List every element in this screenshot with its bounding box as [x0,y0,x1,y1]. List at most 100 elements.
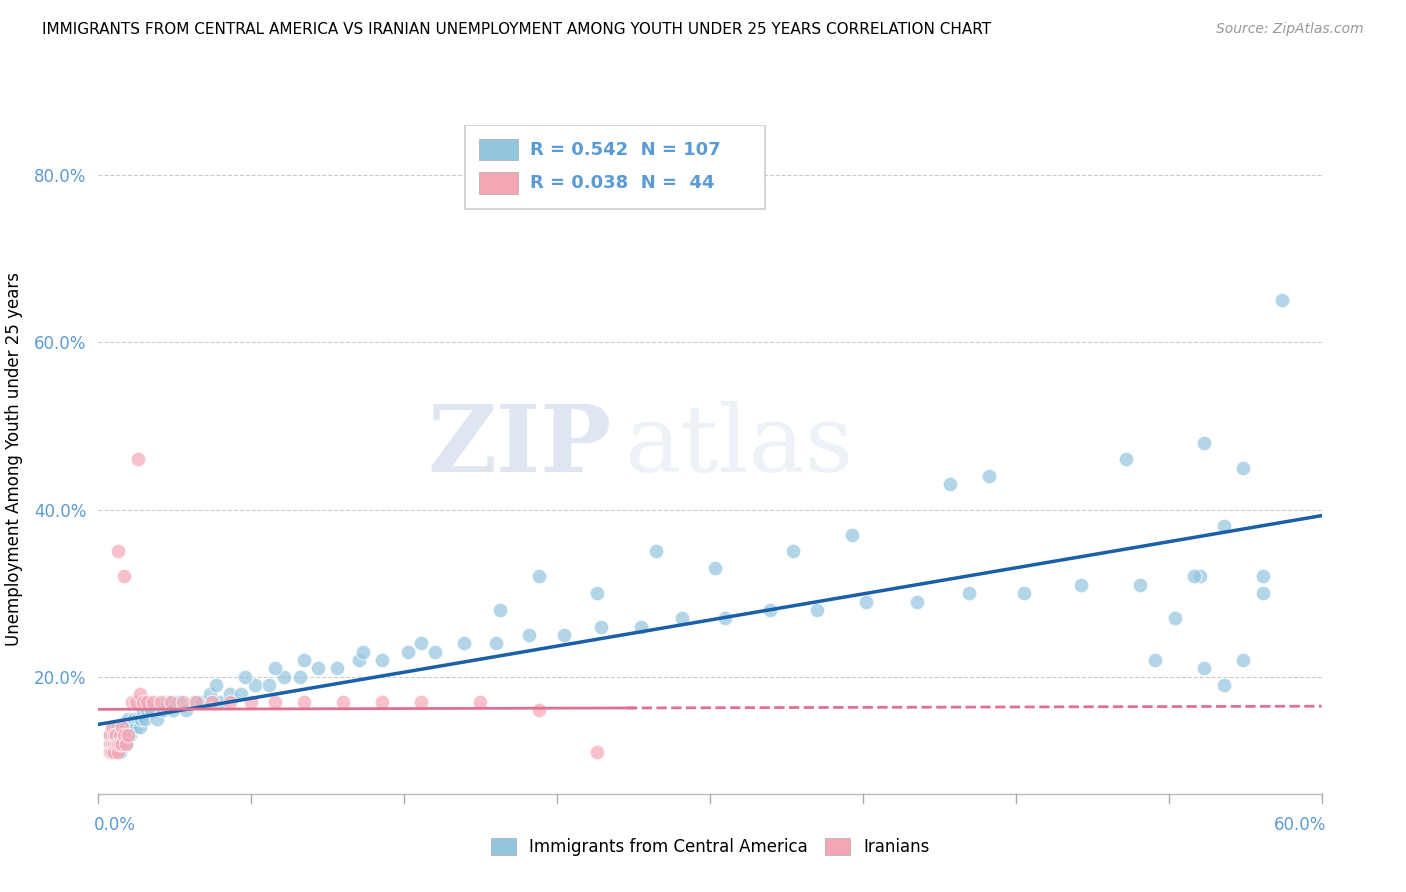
Point [101,737,124,751]
Point [107,728,129,742]
Point [1144,653,1167,667]
FancyBboxPatch shape [479,172,517,194]
Point [453,636,475,650]
Point [98,728,121,742]
Point [782,544,804,558]
Point [101,745,124,759]
Point [134,712,156,726]
Point [176,703,198,717]
Point [411,695,433,709]
Point [527,703,550,717]
Point [132,703,155,717]
Point [1184,569,1206,583]
Text: 0.0%: 0.0% [94,816,136,834]
Point [485,636,508,650]
Point [1192,661,1215,675]
Point [105,728,128,742]
Point [114,737,136,751]
Point [111,737,134,751]
Point [160,695,183,709]
Point [352,645,374,659]
Point [1232,653,1254,667]
Point [98,745,121,759]
Point [292,695,315,709]
Point [939,477,962,491]
Point [263,695,285,709]
Point [307,661,329,675]
Point [124,720,146,734]
Point [201,695,224,709]
Point [396,645,419,659]
Point [1115,452,1137,467]
Point [127,452,149,467]
Point [162,703,184,717]
Point [371,695,394,709]
Point [124,695,146,709]
Point [257,678,280,692]
Point [591,619,613,633]
Point [98,737,121,751]
Point [117,712,139,726]
Point [105,737,128,751]
Point [1192,435,1215,450]
Point [121,695,143,709]
Point [1189,569,1212,583]
Point [208,695,231,709]
Point [128,687,150,701]
Point [141,703,163,717]
Point [713,611,735,625]
Point [107,544,129,558]
Point [231,687,253,701]
Point [103,745,125,759]
Point [977,469,1000,483]
Text: R = 0.542  N = 107: R = 0.542 N = 107 [530,141,721,159]
Point [105,737,128,751]
Point [423,645,446,659]
Point [132,695,155,709]
Point [101,745,124,759]
Point [841,527,863,541]
Point [288,670,311,684]
Point [107,720,129,734]
Point [107,745,129,759]
Point [326,661,349,675]
Point [108,728,131,742]
Y-axis label: Unemployment Among Youth under 25 years: Unemployment Among Youth under 25 years [6,272,22,647]
Point [263,661,285,675]
Point [103,728,125,742]
Point [150,695,173,709]
Point [703,561,725,575]
Point [103,745,125,759]
Point [118,728,141,742]
Point [111,720,134,734]
Point [107,737,129,751]
Point [183,695,205,709]
Point [347,653,370,667]
Point [114,720,136,734]
Point [586,745,609,759]
Point [630,619,652,633]
Point [240,695,263,709]
Point [1129,578,1152,592]
Point [111,720,134,734]
Point [105,737,128,751]
Point [198,687,221,701]
FancyBboxPatch shape [479,139,517,161]
Point [332,695,354,709]
Point [107,745,129,759]
Point [122,712,145,726]
Point [806,603,828,617]
Point [101,728,124,742]
Text: 60.0%: 60.0% [1274,816,1326,834]
Point [103,737,125,751]
Text: ZIP: ZIP [427,401,612,491]
Point [1212,519,1234,533]
Point [101,737,124,751]
Point [112,728,135,742]
Point [586,586,609,600]
Point [1251,569,1274,583]
Point [103,728,125,742]
Point [117,728,139,742]
Point [957,586,980,600]
Point [553,628,575,642]
